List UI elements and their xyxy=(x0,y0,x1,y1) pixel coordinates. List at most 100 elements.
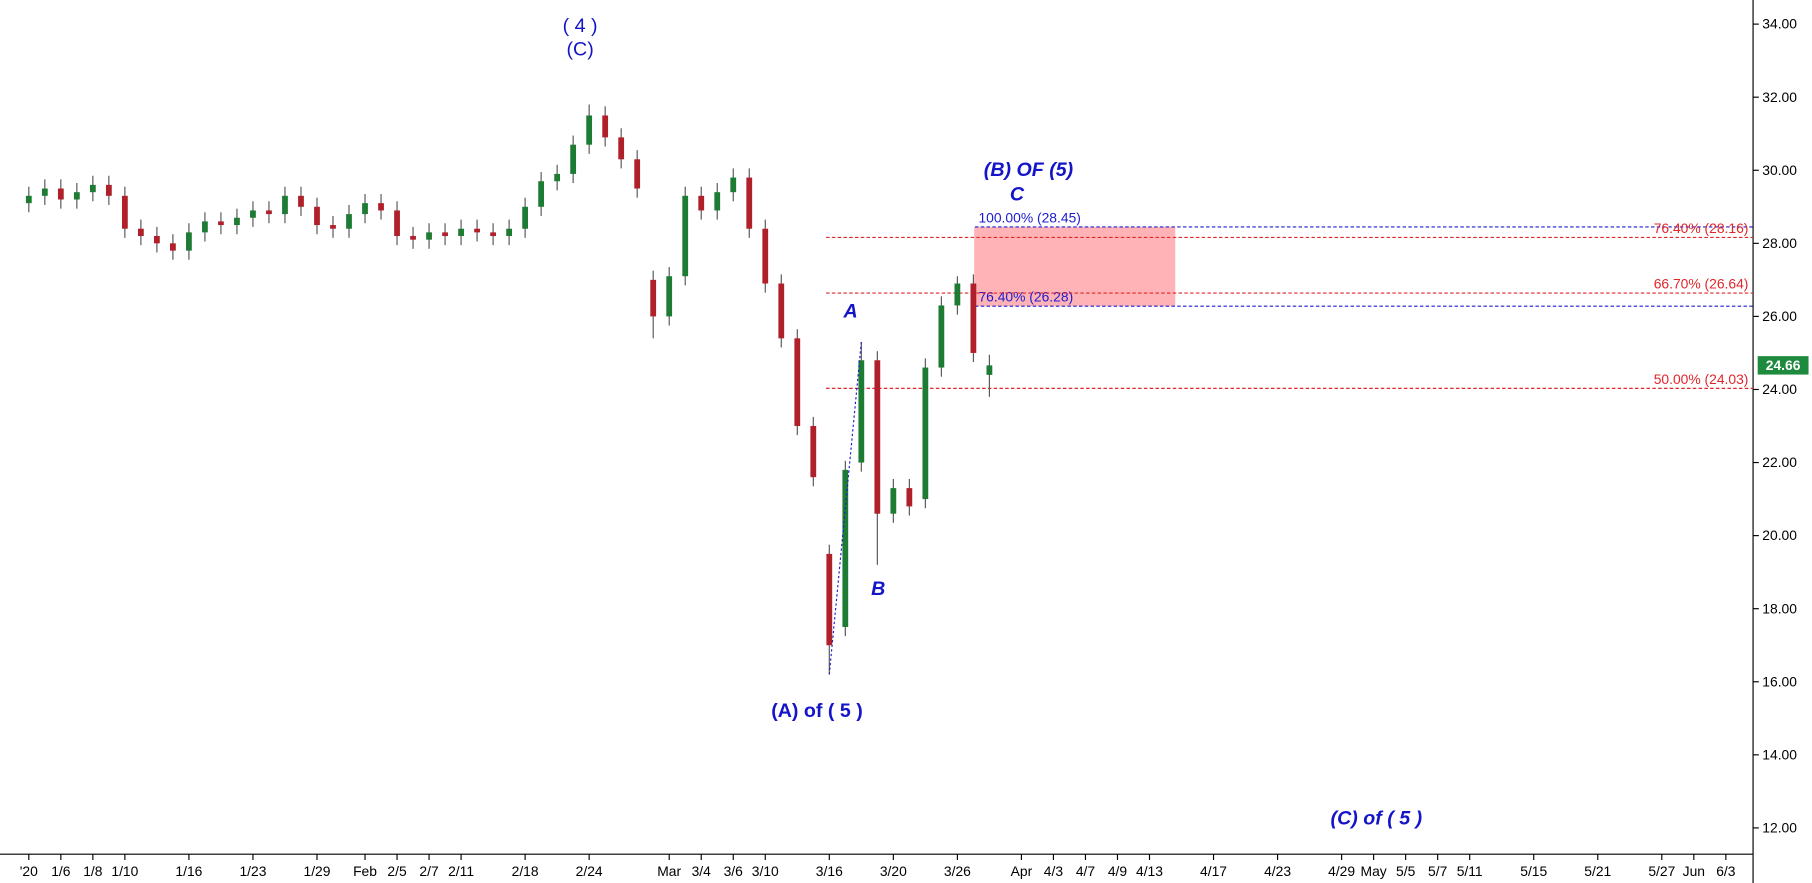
candle-body xyxy=(890,488,897,514)
candle-body xyxy=(506,228,512,237)
candle-body xyxy=(154,236,160,244)
candle-body xyxy=(121,195,128,229)
x-tick-label: Mar xyxy=(657,863,681,879)
x-tick-label: 5/11 xyxy=(1457,863,1483,879)
wave-label: A xyxy=(842,301,857,323)
candle-body xyxy=(202,221,208,233)
y-tick-label: 22.00 xyxy=(1762,454,1797,470)
x-tick-label: 4/3 xyxy=(1044,863,1064,879)
x-tick-label: 1/29 xyxy=(304,863,331,879)
candle-body xyxy=(490,232,496,237)
candle-body xyxy=(170,243,176,251)
candle-body xyxy=(410,236,416,240)
last-price-badge xyxy=(1757,356,1809,375)
fib-label: 76.40% (28.16) xyxy=(1654,220,1749,236)
candle-body xyxy=(634,159,641,189)
wave-label: B xyxy=(871,578,885,600)
y-tick-label: 16.00 xyxy=(1762,673,1797,689)
y-tick-label: 26.00 xyxy=(1762,308,1797,324)
candle-body xyxy=(586,115,593,145)
candle-body xyxy=(618,137,625,160)
candle-body xyxy=(522,206,529,229)
candle-body xyxy=(442,232,448,237)
trend-line xyxy=(828,341,862,675)
candle-body xyxy=(314,206,320,226)
last-price-label: 24.66 xyxy=(1766,357,1801,373)
candle-body xyxy=(41,188,48,196)
candle-body xyxy=(105,184,112,196)
candle-body xyxy=(394,210,400,237)
x-tick-label: 4/9 xyxy=(1108,863,1128,879)
wave-label: (C) xyxy=(566,38,593,60)
x-tick-label: 3/20 xyxy=(880,863,907,879)
x-tick-label: '20 xyxy=(20,863,38,879)
candle-body xyxy=(698,195,705,211)
x-tick-label: 5/5 xyxy=(1396,863,1416,879)
candle-body xyxy=(346,214,352,229)
wave-label: ( 4 ) xyxy=(563,15,598,37)
x-tick-label: 5/7 xyxy=(1428,863,1447,879)
x-tick-label: 2/11 xyxy=(448,863,474,879)
fib-label: 100.00% (28.45) xyxy=(978,209,1080,225)
candle-body xyxy=(842,469,849,627)
candle-body xyxy=(282,195,288,215)
candle-body xyxy=(426,232,432,240)
candle-body xyxy=(714,192,721,211)
candle-body xyxy=(906,488,913,507)
x-tick-label: 3/10 xyxy=(752,863,779,879)
x-tick-label: 1/10 xyxy=(111,863,138,879)
x-tick-label: 6/3 xyxy=(1716,863,1736,879)
x-tick-label: May xyxy=(1361,863,1387,879)
candle-body xyxy=(874,360,881,514)
x-tick-label: 2/5 xyxy=(387,863,407,879)
candle-body xyxy=(810,426,817,478)
x-tick-label: 4/17 xyxy=(1200,863,1227,879)
candle-body xyxy=(266,210,272,215)
candle-body xyxy=(89,184,96,193)
candle-body xyxy=(570,144,577,174)
candle-body xyxy=(234,217,240,226)
x-tick-label: 5/27 xyxy=(1648,863,1675,879)
fib-label: 50.00% (24.03) xyxy=(1654,371,1749,387)
x-tick-label: Apr xyxy=(1011,863,1033,879)
candle-body xyxy=(922,367,929,500)
candle-body xyxy=(666,276,673,317)
x-tick-label: 2/24 xyxy=(576,863,603,879)
candle-body xyxy=(954,283,961,306)
y-tick-label: 20.00 xyxy=(1762,527,1797,543)
x-tick-label: 2/18 xyxy=(512,863,539,879)
wave-label: (A) of ( 5 ) xyxy=(771,700,863,722)
wave-label: (C) of ( 5 ) xyxy=(1331,807,1423,829)
y-tick-label: 12.00 xyxy=(1762,820,1797,836)
candle-body xyxy=(218,221,224,226)
y-tick-label: 14.00 xyxy=(1762,746,1797,762)
x-tick-label: 5/21 xyxy=(1584,863,1611,879)
x-tick-label: 3/16 xyxy=(816,863,843,879)
candle-body xyxy=(682,195,689,277)
x-tick-label: 1/6 xyxy=(51,863,71,879)
candle-body xyxy=(970,283,977,353)
candle-body xyxy=(250,210,256,218)
x-tick-label: 3/4 xyxy=(692,863,712,879)
candle-body xyxy=(362,203,368,215)
y-tick-label: 34.00 xyxy=(1762,16,1797,32)
candle-body xyxy=(858,360,865,463)
candle-body xyxy=(730,177,737,193)
x-tick-label: 1/8 xyxy=(83,863,103,879)
candle-body xyxy=(73,192,80,200)
candle-body xyxy=(57,188,64,200)
candle-body xyxy=(986,365,993,375)
x-tick-label: 3/26 xyxy=(944,863,971,879)
x-tick-label: 1/23 xyxy=(239,863,266,879)
x-tick-label: 4/29 xyxy=(1328,863,1355,879)
x-tick-label: 4/23 xyxy=(1264,863,1291,879)
wave-label: (B) OF (5) xyxy=(984,159,1073,181)
candle-body xyxy=(746,177,753,229)
candle-body xyxy=(602,115,609,138)
x-tick-label: 4/7 xyxy=(1076,863,1095,879)
candle-body xyxy=(330,225,336,229)
candle-body xyxy=(778,283,785,339)
x-tick-label: 3/6 xyxy=(724,863,744,879)
